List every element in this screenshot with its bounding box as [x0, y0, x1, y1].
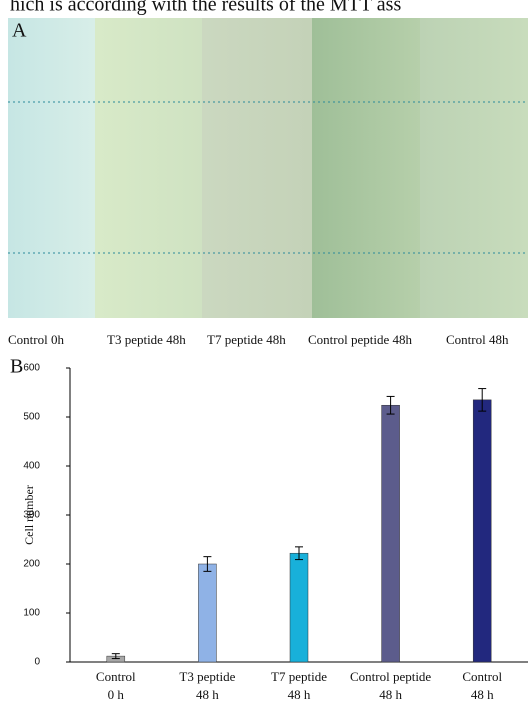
y-tick-label: 400 — [23, 461, 40, 472]
image-caption: Control 0h — [8, 332, 64, 347]
x-tick-label: T3 peptide — [179, 669, 235, 684]
image-caption: Control peptide 48h — [308, 332, 412, 347]
panel-label: A — [12, 20, 27, 42]
x-tick-label: Control peptide — [350, 669, 431, 684]
y-tick-label: 200 — [23, 559, 40, 570]
caption-fragment: hich is according with the results of th… — [10, 0, 401, 16]
panel-label: B — [10, 356, 23, 378]
x-tick-label: T7 peptide — [271, 669, 327, 684]
y-tick-label: 100 — [23, 608, 40, 619]
y-tick-label: 600 — [23, 363, 40, 374]
x-tick-sublabel: 48 h — [471, 687, 494, 702]
image-caption: T7 peptide 48h — [207, 332, 286, 347]
x-tick-sublabel: 48 h — [379, 687, 402, 702]
x-tick-sublabel: 48 h — [288, 687, 311, 702]
x-tick-sublabel: 48 h — [196, 687, 219, 702]
micrographs — [8, 18, 528, 318]
x-tick-label: Control — [462, 669, 502, 684]
x-tick-label: Control — [96, 669, 136, 684]
image-caption: Control 48h — [446, 332, 509, 347]
y-tick-label: 300 — [23, 510, 40, 521]
image-caption: T3 peptide 48h — [107, 332, 186, 347]
bar — [473, 400, 491, 662]
y-tick-label: 500 — [23, 412, 40, 423]
bar — [198, 564, 216, 662]
bar — [382, 405, 400, 662]
x-tick-sublabel: 0 h — [108, 687, 125, 702]
bar — [290, 553, 308, 662]
figure: hich is according with the results of th… — [0, 0, 531, 703]
y-tick-label: 0 — [34, 657, 40, 668]
